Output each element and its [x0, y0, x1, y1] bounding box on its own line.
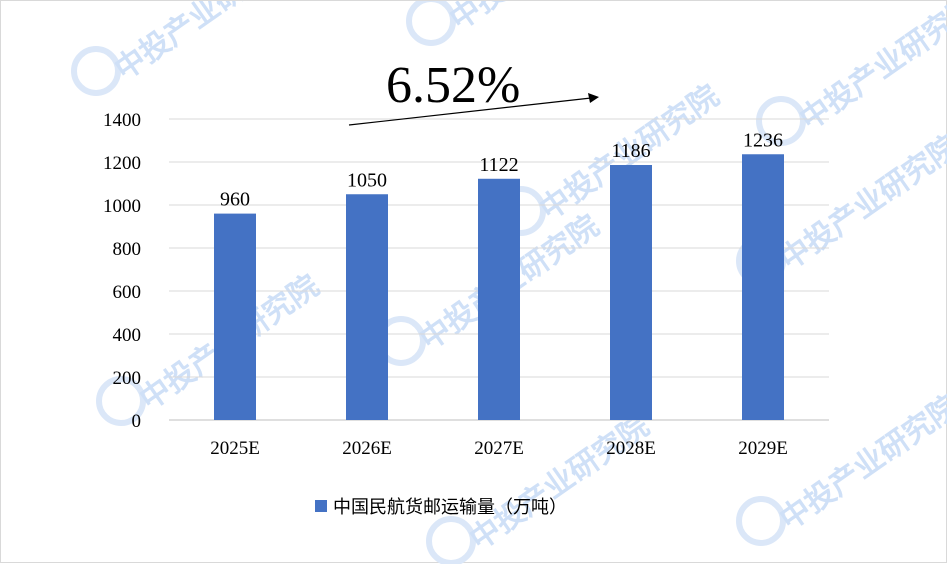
- watermark-logo: [96, 376, 146, 426]
- growth-arrow-head: [588, 93, 599, 103]
- growth-rate-label: 6.52%: [386, 57, 520, 114]
- data-label: 960: [220, 189, 250, 211]
- bar: [478, 178, 520, 420]
- y-axis: 0 200 400 600 800 1000 1200 1400: [103, 110, 141, 432]
- watermark-text: 中投产业研究院: [109, 1, 301, 88]
- watermark-text: 中投产业研究院: [774, 128, 947, 277]
- watermark-logo: [736, 496, 786, 546]
- watermark-text: 中投产业研究院: [794, 1, 947, 138]
- watermark-logo: [756, 96, 806, 146]
- data-label: 1050: [347, 169, 387, 191]
- y-tick-label: 400: [113, 325, 142, 346]
- x-tick-label: 2027E: [474, 438, 524, 459]
- legend-label: 中国民航货邮运输量（万吨）: [333, 497, 567, 518]
- y-tick-label: 600: [113, 282, 142, 303]
- growth-arrow-line: [348, 97, 592, 126]
- data-label: 1236: [743, 129, 783, 151]
- y-tick-label: 0: [132, 411, 142, 432]
- x-tick-label: 2028E: [606, 438, 656, 459]
- bar: [214, 213, 256, 420]
- watermark-text: 中投产业研究院: [774, 388, 947, 537]
- y-tick-label: 1000: [103, 196, 141, 217]
- bars: 960 1050 1122 1186 1236: [214, 129, 784, 420]
- x-tick-label: 2029E: [738, 438, 788, 459]
- y-tick-label: 200: [113, 368, 142, 389]
- watermark-text: 中投产业研究院: [464, 408, 656, 557]
- bar: [346, 194, 388, 420]
- bar: [742, 154, 784, 420]
- y-tick-label: 800: [113, 239, 142, 260]
- growth-annotation: 6.52%: [348, 57, 599, 126]
- watermark-logo: [71, 46, 121, 96]
- watermark-logo: [406, 1, 456, 46]
- x-tick-label: 2026E: [342, 438, 392, 459]
- x-axis: 2025E 2026E 2027E 2028E 2029E: [210, 438, 788, 459]
- data-label: 1122: [479, 154, 518, 176]
- bar: [610, 165, 652, 420]
- legend-swatch: [315, 500, 327, 512]
- y-tick-label: 1200: [103, 153, 141, 174]
- watermark-text: 中投产业研究院: [444, 1, 636, 38]
- data-label: 1186: [611, 140, 650, 162]
- legend: 中国民航货邮运输量（万吨）: [315, 497, 567, 518]
- x-tick-label: 2025E: [210, 438, 260, 459]
- y-tick-label: 1400: [103, 110, 141, 131]
- watermark-logo: [426, 516, 476, 564]
